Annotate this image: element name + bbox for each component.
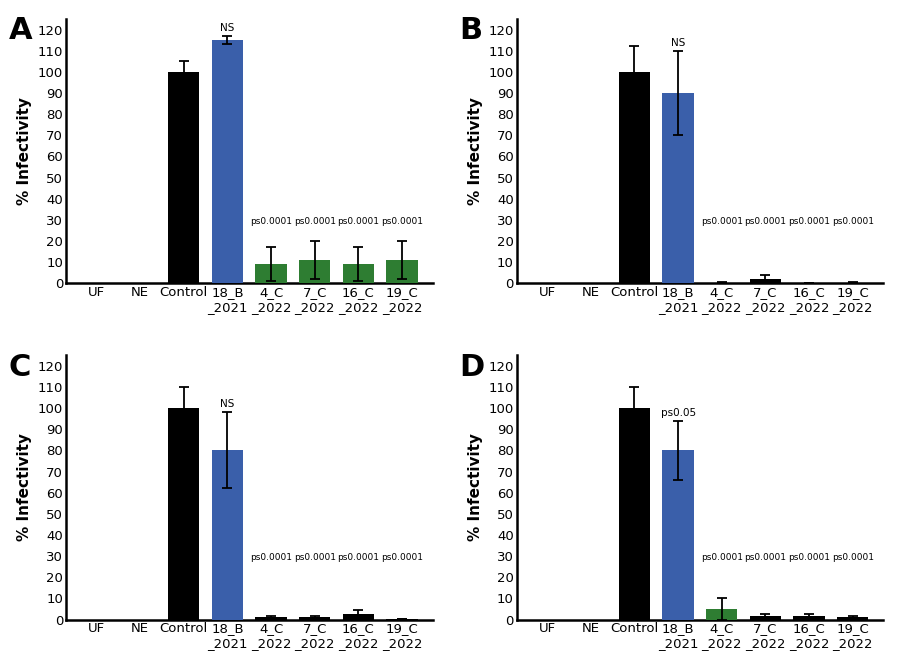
Bar [256,618,287,620]
Text: ps0.0001: ps0.0001 [381,217,423,226]
Text: ps0.0001: ps0.0001 [701,217,742,226]
Text: ps0.0001: ps0.0001 [338,217,380,226]
Text: ps0.0001: ps0.0001 [788,217,830,226]
Bar [837,618,868,620]
Text: ps0.0001: ps0.0001 [788,554,830,562]
Text: C: C [9,353,32,382]
Text: B: B [460,17,482,45]
Text: ps0.0001: ps0.0001 [832,217,874,226]
Text: ps0.0001: ps0.0001 [250,554,292,562]
Bar [343,614,374,620]
Text: NS: NS [670,37,685,47]
Bar [662,450,694,620]
Text: ps0.0001: ps0.0001 [293,217,336,226]
Text: NS: NS [220,399,235,409]
Bar [618,72,650,283]
Bar [212,450,243,620]
Text: ps0.0001: ps0.0001 [250,217,292,226]
Text: ps0.0001: ps0.0001 [701,554,742,562]
Text: ps0.05: ps0.05 [661,408,696,418]
Bar [299,618,330,620]
Text: ps0.0001: ps0.0001 [832,554,874,562]
Text: ps0.0001: ps0.0001 [338,554,380,562]
Y-axis label: % Infectivity: % Infectivity [17,97,32,205]
Bar [386,260,418,283]
Bar [794,616,824,620]
Text: ps0.0001: ps0.0001 [381,554,423,562]
Text: ps0.0001: ps0.0001 [744,554,787,562]
Bar [299,260,330,283]
Bar [706,609,737,620]
Text: D: D [460,353,485,382]
Text: NS: NS [220,23,235,33]
Text: ps0.0001: ps0.0001 [293,554,336,562]
Bar [662,93,694,283]
Bar [168,72,200,283]
Y-axis label: % Infectivity: % Infectivity [17,434,32,542]
Bar [343,264,374,283]
Y-axis label: % Infectivity: % Infectivity [468,97,482,205]
Bar [212,40,243,283]
Text: ps0.0001: ps0.0001 [744,217,787,226]
Bar [256,264,287,283]
Bar [750,279,781,283]
Bar [750,616,781,620]
Bar [168,408,200,620]
Text: A: A [9,17,32,45]
Y-axis label: % Infectivity: % Infectivity [468,434,482,542]
Bar [618,408,650,620]
